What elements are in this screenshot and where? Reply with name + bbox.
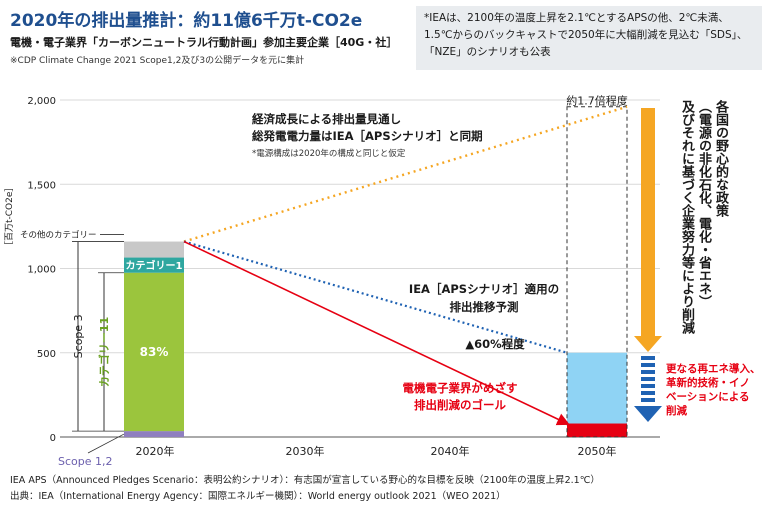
page-subtitle: 電機・電子業界「カーボンニュートラル行動計画」参加主要企業［40G・社］: [10, 36, 398, 49]
aps-annotation-2: 排出推移予測: [450, 300, 519, 314]
source-note: ※CDP Climate Change 2021 Scope1,2及び3の公開デ…: [10, 56, 305, 66]
policy-col-1: 各国の野心的な政策: [713, 100, 728, 217]
innov-text-1: 更なる再エネ導入、: [666, 362, 761, 375]
policy-col-2: （電源の非化石化、電化・省エネ）: [696, 100, 711, 308]
x-tick-label: 2050年: [578, 444, 617, 458]
series-line-growth: [183, 105, 628, 243]
series-line-aps: [183, 240, 568, 354]
innov-text-2: 革新的技術・イノ: [666, 376, 750, 389]
policy-arrow-shaft: [641, 108, 655, 338]
innov-arrow-stripe: [641, 377, 655, 381]
category1-label: カテゴリー1: [126, 259, 183, 272]
other-category-label: その他のカテゴリー: [20, 230, 97, 241]
scope12-leader: [87, 433, 125, 454]
growth-annotation-note: *電源構成は2020年の構成と同じと仮定: [252, 148, 406, 159]
aps-annotation-1: IEA［APSシナリオ］適用の: [409, 282, 559, 296]
category11-label: カテゴリー11: [97, 317, 111, 387]
ratio-label: 約1.7倍程度: [566, 94, 628, 108]
series-line-goal: [183, 240, 570, 426]
pct-label: 83%: [140, 345, 169, 359]
bar-2050-aps: [567, 352, 627, 437]
innov-arrow-stripe: [641, 356, 655, 360]
x-tick-label: 2020年: [136, 444, 175, 458]
y-tick-label: 2,000: [27, 96, 56, 107]
innov-arrow-head: [634, 406, 662, 422]
innov-arrow-stripe: [641, 363, 655, 367]
goal-annotation-2: 排出削減のゴール: [414, 398, 506, 412]
growth-annotation-1: 経済成長による排出量見通し: [252, 112, 401, 126]
y-tick-label: 0: [50, 433, 56, 444]
y-tick-label: 500: [37, 349, 56, 360]
bar-segment-category11: [124, 272, 184, 432]
innov-text-3: ベーションによる: [666, 391, 749, 403]
reduction-label: ▲60%程度: [465, 337, 525, 351]
policy-col-3: 及びそれに基づく企業努力等により削減: [679, 100, 694, 334]
innov-arrow-stripe: [641, 398, 655, 402]
footnote-aps: IEA APS（Announced Pledges Scenario：表明公約シ…: [10, 475, 600, 486]
innov-arrow-stripe: [641, 391, 655, 395]
policy-arrow-head: [634, 336, 662, 352]
page-title: 2020年の排出量推計：約11億6千万t-CO2e: [10, 11, 363, 31]
bar-2050-goal: [567, 423, 627, 437]
bar-segment-other: [124, 241, 184, 258]
innov-arrow-stripe: [641, 384, 655, 388]
y-tick-label: 1,000: [27, 265, 56, 276]
goal-annotation-1: 電機電子業界がめざす: [403, 381, 518, 395]
growth-annotation-2: 総発電電力量はIEA［APSシナリオ］と同期: [252, 129, 483, 143]
y-tick-label: 1,500: [27, 180, 56, 191]
x-tick-label: 2040年: [431, 444, 470, 458]
footnote-source: 出典：IEA（International Energy Agency：国際エネル…: [10, 491, 506, 502]
scope12-label: Scope 1,2: [58, 455, 113, 468]
iea-note-box: *IEAは、2100年の温度上昇を2.1℃とするAPSの他、2℃未満、1.5℃か…: [416, 6, 762, 70]
innov-text-4: 削減: [666, 404, 687, 417]
innov-arrow-stripe: [641, 370, 655, 374]
scope3-label: Scope 3: [72, 314, 85, 358]
bar-segment-category1: [124, 257, 184, 273]
bar-segment-scope12: [124, 431, 184, 437]
x-tick-label: 2030年: [286, 444, 325, 458]
bar-2050-growth-outline: [566, 106, 628, 438]
